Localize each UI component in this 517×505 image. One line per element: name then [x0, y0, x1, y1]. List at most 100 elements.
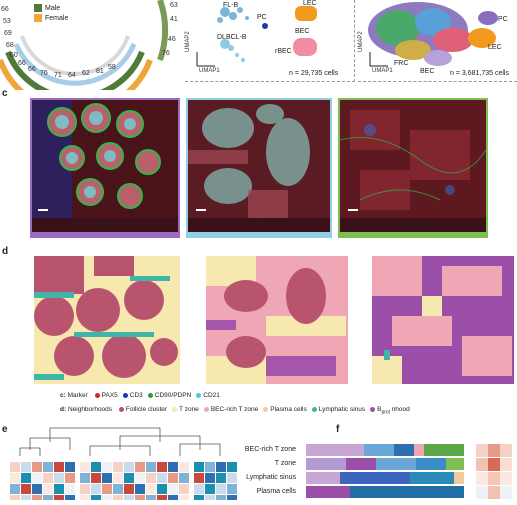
heatmap-cell	[113, 484, 123, 494]
heatmap-f-side	[476, 444, 512, 500]
umap-small-y-axis: UMAP2	[185, 31, 191, 52]
heatmap-cell	[168, 462, 178, 472]
marker-legend-label: PAX5	[101, 392, 118, 399]
heatmap-cell	[179, 473, 189, 483]
heatmap-cell	[168, 473, 178, 483]
panel-letter-e: e	[2, 424, 8, 435]
heatmap-cell	[32, 473, 42, 483]
heatmap-cell	[157, 462, 167, 472]
neighborhood-legend-swatch	[118, 406, 124, 412]
micrograph-fl-caption-bar	[188, 232, 330, 236]
heatmap-cell	[10, 462, 20, 472]
heatmap-cell	[80, 484, 90, 494]
panel-letter-f: f	[336, 424, 340, 435]
ring-number: 58	[108, 64, 116, 71]
ring-number: 53	[3, 18, 11, 25]
heatmap-cell	[194, 473, 204, 483]
umap-small-label-lec: LEC	[303, 0, 317, 7]
heatmap-cell	[168, 484, 178, 494]
heatmap-cell	[91, 473, 101, 483]
heatmap-cell	[21, 484, 31, 494]
heatmap-cell	[113, 473, 123, 483]
heatmap-cell	[157, 484, 167, 494]
micrograph-fl-caption: FL	[254, 222, 264, 229]
heatmap-cell	[91, 484, 101, 494]
heatmap-row-label: Plasma cells	[256, 488, 296, 495]
marker-legend-swatch	[147, 392, 153, 398]
heatmap-cell	[205, 484, 215, 494]
heatmap-cell	[216, 473, 226, 483]
heatmap-cell	[102, 462, 112, 472]
ring-number: 68	[6, 42, 14, 49]
micrograph-fl: FL	[186, 98, 332, 238]
micrograph-rln-image	[32, 100, 178, 218]
umap-large-plot	[368, 2, 498, 67]
marker-legend-swatch	[196, 392, 202, 398]
neighborhood-legend-label: Bprol nhood	[377, 406, 410, 416]
micrograph-rln-caption: rLN	[99, 222, 111, 229]
heatmap-cell	[32, 484, 42, 494]
neighborhood-legend-label: T zone	[179, 406, 199, 413]
heatmap-cell	[43, 462, 53, 472]
heatmap-cell	[168, 495, 178, 505]
heatmap-cell	[146, 495, 156, 505]
ring-number: 66	[28, 66, 36, 73]
neighborhood-legend-swatch	[263, 406, 269, 412]
heatmap-cell	[146, 473, 156, 483]
heatmap-cell	[43, 484, 53, 494]
ring-number: 60	[10, 52, 18, 59]
umap-small-label-bec: BEC	[295, 28, 310, 35]
heatmap-cell	[65, 484, 75, 494]
heatmap-cell	[227, 484, 237, 494]
neighborhood-legend-swatch	[370, 406, 376, 412]
heatmap-cell	[157, 495, 167, 505]
heatmap-cell	[21, 473, 31, 483]
marker-legend-label: CD3	[129, 392, 143, 399]
heatmap-cell	[102, 484, 112, 494]
umap-small-count: n = 29,735 cells	[289, 70, 339, 77]
heatmap-cell	[146, 462, 156, 472]
umap-small-label-pc: PC	[257, 14, 267, 21]
heatmap-cell	[205, 495, 215, 505]
umap-small-label-dlbclb: DLBCL-B	[217, 34, 247, 41]
heatmap-cell	[65, 495, 75, 505]
neighborhood-map-rln	[34, 256, 180, 384]
umap-large-y-axis: UMAP2	[358, 31, 364, 52]
heatmap-cell	[124, 484, 134, 494]
umap-large-label-bec: BEC	[420, 68, 435, 75]
legend-male: Male	[34, 4, 68, 12]
ring-number: 62	[82, 70, 90, 77]
heatmap-cell	[146, 484, 156, 494]
ring-number: 64	[68, 72, 76, 79]
micrograph-fl-image	[188, 100, 330, 218]
heatmap-cell	[102, 495, 112, 505]
panel-letter-d: d	[2, 246, 9, 257]
umap-large-panel: PC LEC FRC BEC UMAP1 UMAP2 n = 3,681,735…	[358, 0, 517, 82]
heatmap-cell	[179, 495, 189, 505]
ring-number: 69	[4, 30, 12, 37]
neighborhood-legend-swatch	[172, 406, 178, 412]
heatmap-cell	[10, 473, 20, 483]
heatmap-cell	[135, 462, 145, 472]
heatmap-cell	[91, 495, 101, 505]
ring-number: 63	[170, 2, 178, 9]
ring-number: 76	[162, 50, 170, 57]
legend-female: Female	[34, 14, 68, 22]
neighborhood-map-fl	[206, 256, 348, 384]
marker-legend: c: Marker PAX5 CD3 CD90/PDPN CD21	[60, 392, 220, 399]
umap-small-label-rbec: rBEC	[275, 48, 292, 55]
heatmap-cell	[179, 462, 189, 472]
heatmap-cell	[135, 495, 145, 505]
ring-number: 41	[170, 16, 178, 23]
heatmap-cell	[124, 473, 134, 483]
heatmap-cell	[194, 495, 204, 505]
heatmap-cell	[43, 473, 53, 483]
heatmap-cell	[32, 462, 42, 472]
heatmap-cell	[135, 473, 145, 483]
heatmap-cell	[43, 495, 53, 505]
heatmap-cell	[102, 473, 112, 483]
marker-legend-label: CD90/PDPN	[154, 392, 192, 399]
heatmap-cell	[227, 495, 237, 505]
heatmap-cell	[80, 473, 90, 483]
umap-large-label-lec: LEC	[488, 44, 502, 51]
